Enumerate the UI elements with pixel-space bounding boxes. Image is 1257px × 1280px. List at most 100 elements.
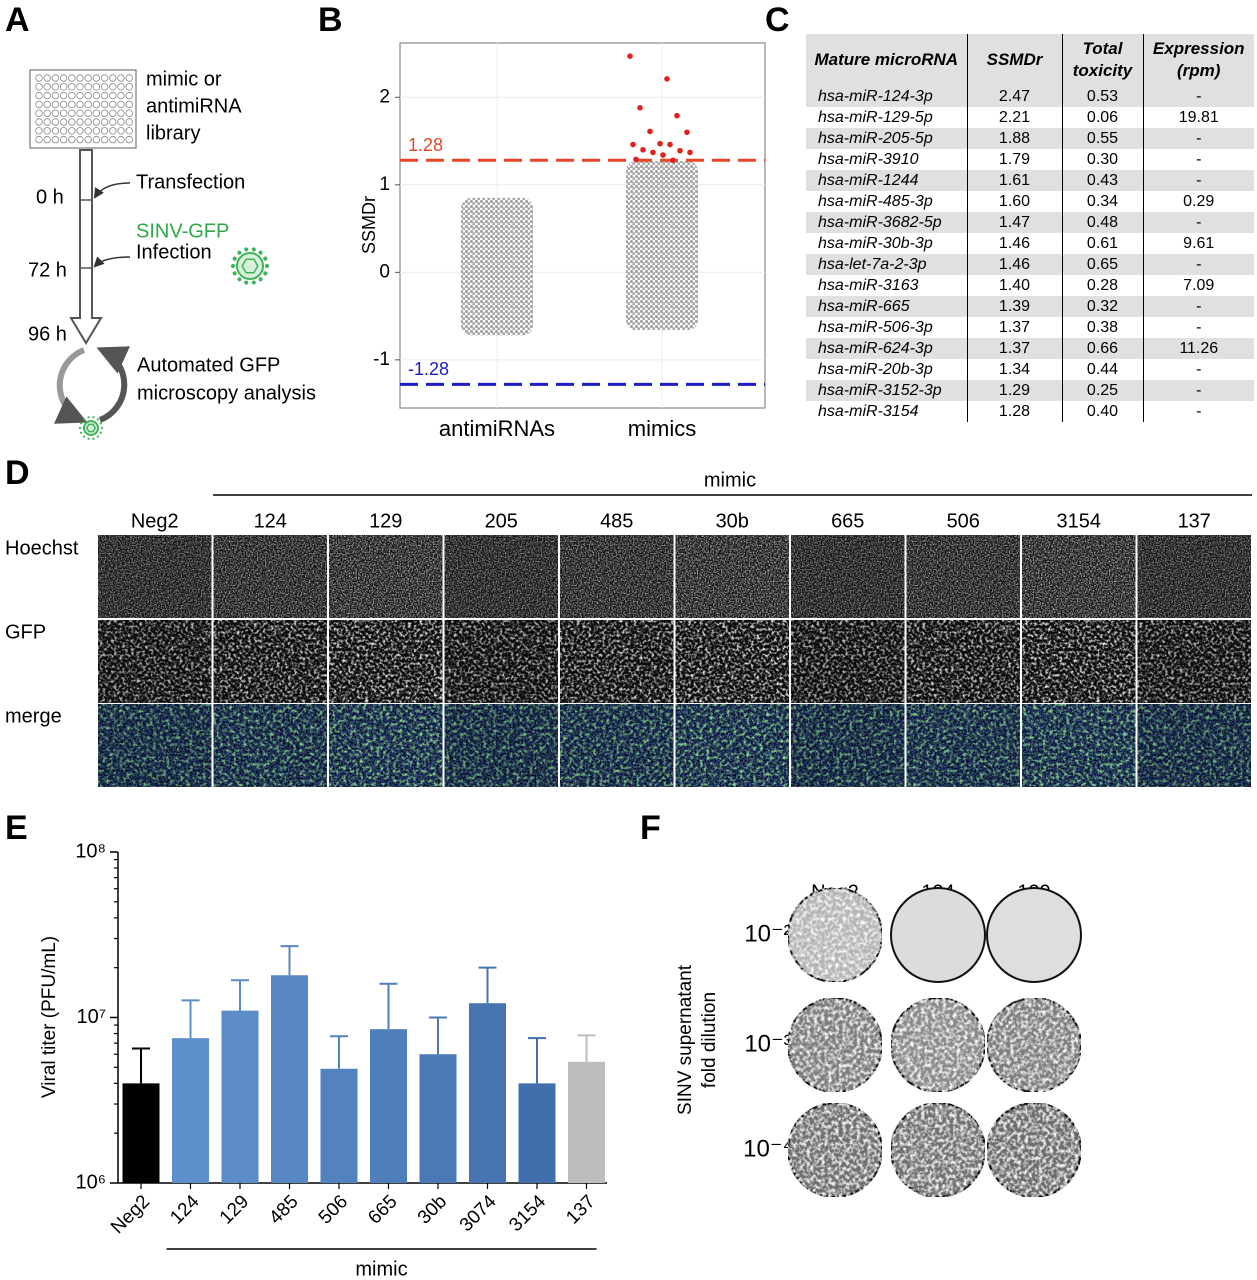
bar (271, 975, 308, 1183)
micrograph-texture (791, 620, 905, 703)
x-tick-label: Neg2 (107, 1191, 154, 1238)
column-label: 205 (485, 510, 518, 532)
plaque-well (890, 997, 986, 1093)
point-cloud (461, 197, 533, 336)
pointer (93, 256, 131, 268)
plaque-well (890, 887, 986, 983)
well (35, 83, 43, 91)
table-cell: 1.34 (966, 359, 1062, 380)
time-label: 96 h (28, 323, 67, 345)
well (43, 109, 51, 117)
table-cell: hsa-miR-506-3p (818, 318, 933, 336)
virus-spike (96, 418, 99, 421)
virus-spike (244, 280, 249, 285)
table-cell: hsa-miR-129-5p (818, 108, 933, 126)
well (100, 118, 109, 126)
row-label: merge (5, 705, 62, 727)
y-tick-label: 1 (379, 174, 390, 195)
well (109, 74, 117, 82)
well (76, 135, 84, 144)
bar (568, 1061, 605, 1183)
well (76, 83, 84, 91)
well (100, 83, 109, 91)
well (76, 91, 84, 100)
x-tick-label: mimics (628, 416, 696, 441)
x-tick-label: 124 (166, 1191, 204, 1229)
y-axis-label: SSMDr (359, 196, 379, 254)
well (92, 83, 101, 91)
table-cell: hsa-miR-3152-3p (806, 380, 967, 401)
well (43, 91, 51, 100)
well (35, 74, 43, 82)
step-text: Transfection (136, 171, 245, 193)
plaque-well (986, 1102, 1082, 1198)
micrograph-texture (444, 704, 558, 787)
table-row: hsa-miR-129-5p 2.21 0.06 19.81 (806, 107, 1254, 128)
y-axis-label: SINV supernatant (675, 964, 696, 1115)
well (35, 109, 43, 117)
hit-point (627, 53, 633, 59)
hit-point (647, 128, 653, 135)
micrograph-texture (329, 535, 443, 618)
hit-point (674, 112, 680, 119)
micrograph-texture (329, 620, 443, 703)
micrograph-texture (98, 535, 212, 618)
time-label: 72 h (28, 259, 67, 281)
y-axis-label: fold dilution (699, 992, 720, 1088)
row-label: GFP (5, 621, 46, 643)
well (68, 135, 76, 144)
micrograph-texture (906, 620, 1020, 703)
x-tick-label: 506 (315, 1191, 352, 1228)
panel-label: D (5, 454, 30, 492)
well (125, 91, 133, 100)
well (59, 127, 68, 135)
table-cell: 0.43 (1061, 170, 1143, 191)
micrograph-texture (560, 704, 674, 787)
micrograph-texture (791, 704, 905, 787)
results-table: Mature microRNA SSMDr Total toxicity Expres… (806, 34, 1254, 422)
well (68, 109, 76, 117)
virus-spike (100, 426, 104, 430)
well (100, 127, 109, 135)
column-label: 129 (369, 510, 402, 532)
column-header: Expression (rpm) (1142, 34, 1254, 86)
well (125, 118, 133, 126)
table-cell: 1.60 (966, 191, 1062, 212)
well (109, 127, 117, 135)
panel-label: A (5, 1, 30, 39)
table-cell: hsa-miR-30b-3p (818, 234, 933, 252)
y-tick-label: 2 (379, 86, 390, 107)
hit-point (670, 157, 676, 164)
well (76, 100, 84, 109)
virus-spike (87, 416, 90, 419)
well (76, 118, 84, 126)
library-text: library (146, 122, 200, 144)
pointer (93, 182, 131, 199)
virus-spike (258, 250, 263, 255)
x-tick-label: 137 (562, 1191, 599, 1228)
panel-label: B (318, 1, 343, 39)
well (100, 135, 109, 144)
virus-spike (237, 250, 242, 255)
table-cell: - (1142, 128, 1254, 149)
table-cell: 0.48 (1061, 212, 1143, 233)
plaque-well (787, 997, 883, 1093)
table-cell: - (1142, 359, 1254, 380)
virus-spike (263, 271, 268, 276)
well (92, 127, 101, 135)
virus-spike (99, 431, 103, 434)
row-label: 10⁻⁴ (743, 1135, 793, 1162)
virus-core (241, 258, 259, 274)
table-cell: 1.79 (966, 149, 1062, 170)
table-cell: - (1142, 149, 1254, 170)
cycle-arrow (53, 347, 88, 424)
table-row: hsa-miR-1244 1.61 0.43- (806, 170, 1254, 191)
timeline-arrow (69, 149, 103, 345)
well (100, 109, 109, 117)
well (35, 135, 43, 144)
virus-spike (251, 280, 256, 285)
table-cell: hsa-miR-3163 (818, 276, 919, 294)
y-tick-label: -1 (373, 349, 390, 370)
row-label: Hoechst (5, 537, 79, 559)
well (109, 83, 117, 91)
